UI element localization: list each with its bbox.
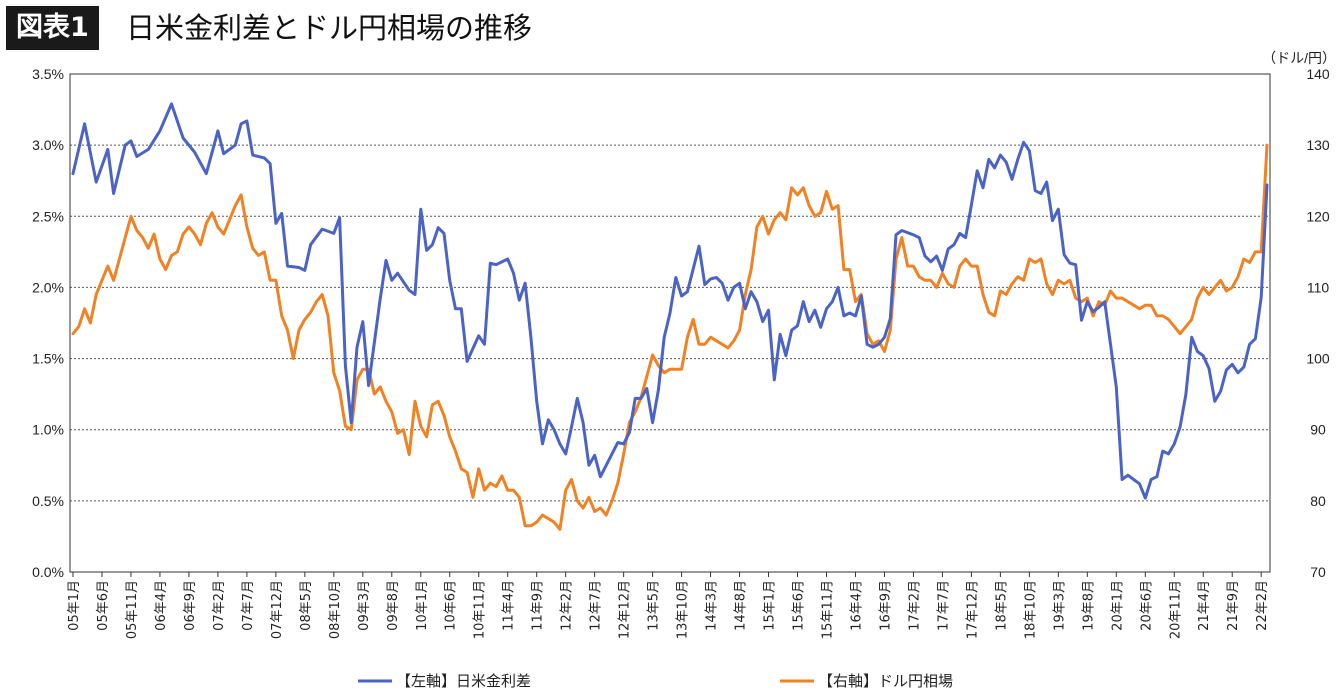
left-tick-label: 3.0%	[32, 137, 64, 153]
x-tick-label: 18年5月	[994, 580, 1009, 631]
chart-title: 日米金利差とドル円相場の推移	[126, 11, 533, 45]
right-tick-label: 140	[1306, 66, 1330, 82]
legend-label: 【左軸】日米金利差	[396, 672, 531, 690]
x-tick-label: 05年11月	[125, 580, 140, 639]
x-tick-label: 06年9月	[183, 580, 198, 631]
x-tick-label: 19年3月	[1052, 580, 1067, 631]
x-tick-label: 15年11月	[820, 580, 835, 639]
x-tick-label: 09年3月	[357, 580, 372, 631]
x-tick-label: 06年4月	[154, 580, 169, 631]
x-tick-label: 16年4月	[849, 580, 864, 631]
left-tick-label: 0.5%	[32, 493, 64, 509]
x-tick-label: 11年9月	[531, 580, 546, 631]
x-tick-label: 07年12月	[270, 580, 285, 639]
x-tick-label: 09年8月	[386, 580, 401, 631]
right-axis-ticks: 70 80 90 100 110 120 130 140	[1306, 66, 1330, 580]
x-tick-label: 22年2月	[1255, 580, 1270, 631]
x-tick-label: 15年1月	[763, 580, 778, 631]
x-axis-ticks: 05年1月 05年6月 05年11月 06年4月 06年9月 07年2月 07年7月 07年1…	[67, 572, 1270, 639]
x-tick-label: 10年1月	[415, 580, 430, 631]
right-tick-label: 110	[1307, 279, 1330, 295]
right-tick-label: 120	[1306, 208, 1330, 224]
right-tick-label: 100	[1306, 351, 1330, 367]
x-tick-label: 17年7月	[936, 580, 951, 631]
plot-frame	[69, 73, 1271, 573]
left-tick-label: 1.5%	[32, 351, 64, 367]
right-tick-label: 70	[1310, 564, 1326, 580]
left-tick-label: 0.0%	[32, 564, 64, 580]
left-axis-ticks: 0.0% 0.5% 1.0% 1.5% 2.0% 2.5% 3.0% 3.5%	[32, 66, 64, 580]
x-tick-label: 20年6月	[1139, 580, 1154, 631]
x-tick-label: 16年9月	[878, 580, 893, 631]
series-lines	[71, 102, 1269, 531]
figure-badge: 図表1	[6, 6, 99, 50]
x-tick-label: 13年5月	[647, 580, 662, 631]
x-tick-label: 12年2月	[560, 580, 575, 631]
x-tick-label: 05年1月	[67, 580, 82, 631]
x-tick-label: 21年4月	[1197, 580, 1212, 631]
x-tick-label: 20年1月	[1110, 580, 1125, 631]
x-tick-label: 05年6月	[96, 580, 111, 631]
left-tick-label: 3.5%	[32, 66, 64, 82]
x-tick-label: 10年11月	[473, 580, 488, 639]
x-tick-label: 17年12月	[965, 580, 980, 639]
x-tick-label: 13年10月	[676, 580, 691, 639]
x-tick-label: 10年6月	[444, 580, 459, 631]
x-tick-label: 11年4月	[502, 580, 517, 631]
x-tick-label: 21年9月	[1226, 580, 1241, 631]
left-tick-label: 2.0%	[32, 279, 64, 295]
x-tick-label: 08年10月	[328, 580, 343, 639]
x-tick-label: 14年3月	[705, 580, 720, 631]
x-tick-label: 20年11月	[1168, 580, 1183, 639]
right-tick-label: 130	[1306, 137, 1330, 153]
right-tick-label: 90	[1310, 422, 1326, 438]
right-axis-unit: （ドル/円）	[1262, 50, 1336, 66]
x-tick-label: 14年8月	[734, 580, 749, 631]
x-tick-label: 19年8月	[1081, 580, 1096, 631]
right-tick-label: 80	[1310, 493, 1326, 509]
x-tick-label: 17年2月	[907, 580, 922, 631]
legend-label: 【右軸】ドル円相場	[818, 672, 953, 690]
usdjpy-series-line	[71, 143, 1269, 531]
x-tick-label: 07年7月	[241, 580, 256, 631]
rate-diff-series-line	[71, 102, 1269, 500]
x-tick-label: 12年7月	[589, 580, 604, 631]
x-tick-label: 07年2月	[212, 580, 227, 631]
x-tick-label: 08年5月	[299, 580, 314, 631]
x-tick-label: 18年10月	[1023, 580, 1038, 639]
gridlines	[69, 73, 1271, 573]
left-tick-label: 2.5%	[32, 208, 64, 224]
left-tick-label: 1.0%	[32, 422, 64, 438]
x-tick-label: 15年6月	[792, 580, 807, 631]
legend: 【左軸】日米金利差 【右軸】ドル円相場	[358, 672, 953, 690]
x-tick-label: 12年12月	[618, 580, 633, 639]
